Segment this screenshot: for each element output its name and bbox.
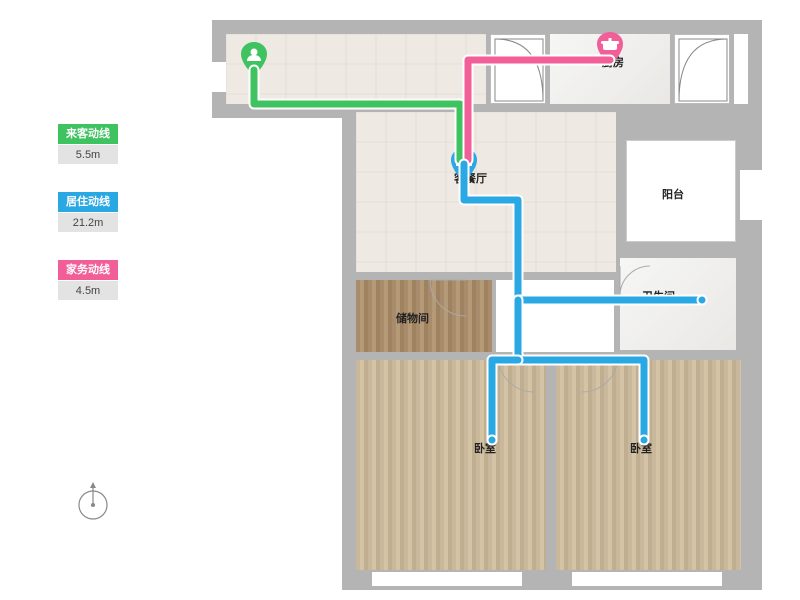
legend-title: 来客动线 xyxy=(58,124,118,144)
pot-pin-icon xyxy=(596,32,624,66)
person-pin-icon xyxy=(240,42,268,76)
wall-slit xyxy=(372,572,522,586)
legend-value: 4.5m xyxy=(58,280,118,300)
room-bedroom-right xyxy=(556,360,741,570)
label-balcony: 阳台 xyxy=(662,186,684,202)
wall-slit xyxy=(572,572,722,586)
floorplan: 厨房 客餐厅 阳台 储物间 卫生间 卧室 卧室 xyxy=(212,0,800,600)
label-storage: 储物间 xyxy=(396,310,429,326)
label-bedroom-left: 卧室 xyxy=(474,440,496,456)
kitchen-window-left xyxy=(490,34,546,104)
legend-item-guest: 来客动线 5.5m xyxy=(58,124,118,164)
legend-item-resident: 居住动线 21.2m xyxy=(58,192,118,232)
legend-title: 居住动线 xyxy=(58,192,118,212)
room-bedroom-left xyxy=(356,360,546,570)
legend-item-chores: 家务动线 4.5m xyxy=(58,260,118,300)
wall-slit xyxy=(212,62,226,92)
legend: 来客动线 5.5m 居住动线 21.2m 家务动线 4.5m xyxy=(58,124,118,328)
wall-slit xyxy=(740,170,762,220)
label-bath: 卫生间 xyxy=(642,288,675,304)
room-bath xyxy=(620,258,736,350)
label-bedroom-right: 卧室 xyxy=(630,440,652,456)
room-hallway xyxy=(496,280,614,352)
bed-pin-icon xyxy=(450,148,478,182)
room-living xyxy=(356,112,616,272)
compass-icon xyxy=(72,480,114,522)
legend-value: 21.2m xyxy=(58,212,118,232)
stage: 来客动线 5.5m 居住动线 21.2m 家务动线 4.5m xyxy=(0,0,800,600)
legend-value: 5.5m xyxy=(58,144,118,164)
kitchen-window-right xyxy=(674,34,730,104)
wall-slit xyxy=(734,34,748,104)
legend-title: 家务动线 xyxy=(58,260,118,280)
